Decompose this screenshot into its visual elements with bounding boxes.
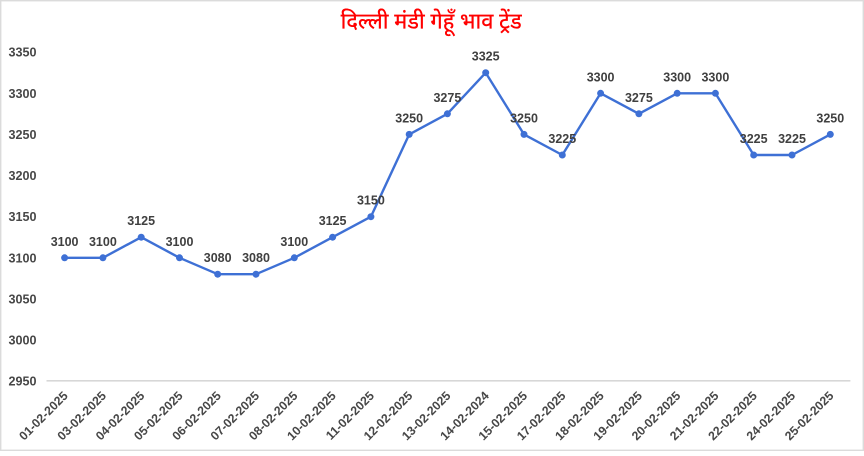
svg-text:3100: 3100 [8,251,36,265]
svg-text:3300: 3300 [587,70,615,84]
svg-text:3200: 3200 [8,169,36,183]
svg-text:3250: 3250 [395,111,423,125]
svg-text:2950: 2950 [8,375,36,389]
svg-text:3300: 3300 [701,70,729,84]
svg-text:3250: 3250 [816,111,844,125]
svg-text:3350: 3350 [8,46,36,60]
svg-text:3125: 3125 [127,214,155,228]
svg-text:3100: 3100 [89,235,117,249]
svg-text:3225: 3225 [548,132,576,146]
svg-text:3125: 3125 [319,214,347,228]
svg-text:3100: 3100 [280,235,308,249]
svg-text:3150: 3150 [8,210,36,224]
svg-text:3225: 3225 [778,132,806,146]
svg-text:3275: 3275 [625,91,653,105]
svg-text:3080: 3080 [204,251,232,265]
svg-text:3100: 3100 [166,235,194,249]
svg-text:3250: 3250 [8,128,36,142]
svg-text:3300: 3300 [663,70,691,84]
svg-text:3250: 3250 [510,111,538,125]
svg-text:3325: 3325 [472,50,500,64]
svg-text:3150: 3150 [357,194,385,208]
svg-text:3050: 3050 [8,292,36,306]
svg-text:3000: 3000 [8,334,36,348]
svg-text:3275: 3275 [433,91,461,105]
svg-text:3300: 3300 [8,87,36,101]
svg-text:3080: 3080 [242,251,270,265]
svg-text:3100: 3100 [51,235,79,249]
svg-text:3225: 3225 [740,132,768,146]
